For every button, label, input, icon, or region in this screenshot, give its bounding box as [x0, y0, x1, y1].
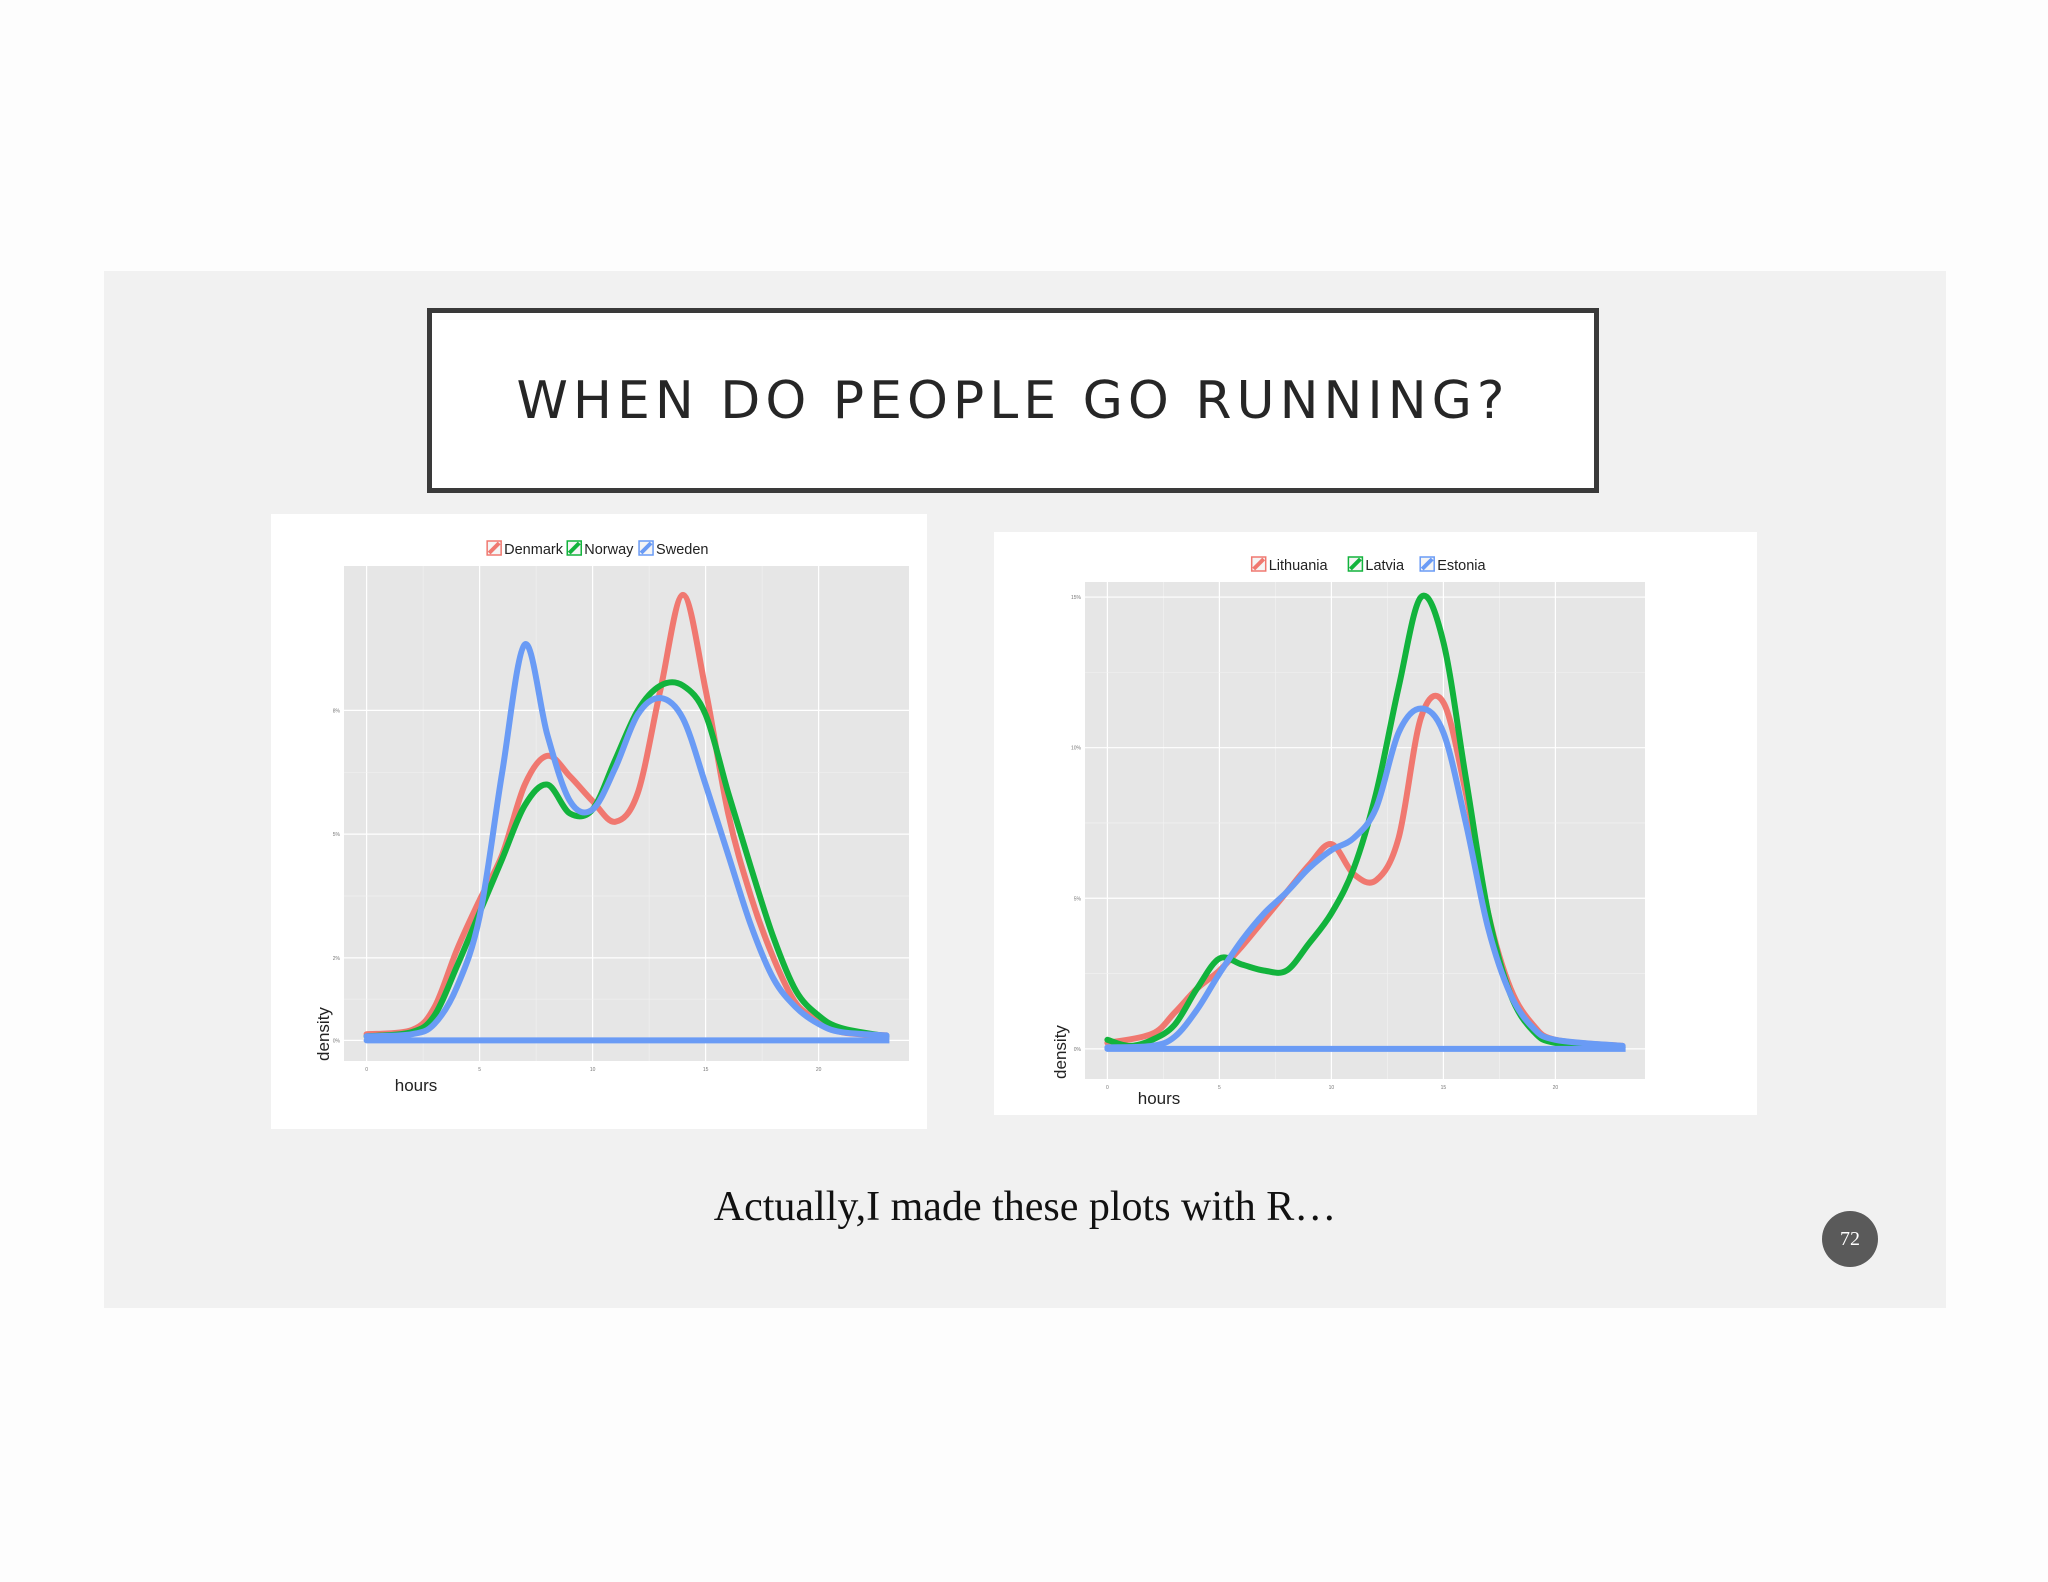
density-baseline [1104, 1042, 1626, 1052]
x-tick-label: 10 [1329, 1085, 1335, 1091]
legend-label-latvia: Latvia [1365, 558, 1405, 574]
density-line-sweden [363, 641, 890, 1040]
legend-label-lithuania: Lithuania [1269, 558, 1329, 574]
x-tick-label: 20 [816, 1067, 822, 1073]
legend-label-denmark: Denmark [504, 542, 564, 558]
x-tick-label: 15 [703, 1067, 709, 1073]
title-box: WHEN DO PEOPLE GO RUNNING? [427, 308, 1599, 493]
legend-key-stroke [639, 541, 653, 555]
legend-label-estonia: Estonia [1437, 558, 1486, 574]
density-line-denmark [363, 591, 890, 1039]
density-chart-nordic: 0 5 10 15 20 0% 2% 5% 8% Denmark Norway Sweden hours… [314, 540, 909, 1095]
y-tick-label: 5% [1074, 896, 1082, 902]
y-tick-label: 8% [333, 708, 341, 714]
legend-key-stroke [567, 541, 581, 555]
chart-panel-nordic: 0 5 10 15 20 0% 2% 5% 8% Denmark Norway Sweden hours… [271, 514, 927, 1129]
y-tick-label: 0% [1074, 1047, 1082, 1053]
y-tick-label: 5% [333, 832, 341, 838]
x-axis-label: hours [1138, 1089, 1181, 1108]
density-baseline [363, 1032, 890, 1044]
y-tick-label: 15% [1071, 595, 1082, 601]
y-tick-label: 10% [1071, 746, 1082, 752]
y-axis-label: density [1051, 1025, 1070, 1079]
x-tick-label: 5 [478, 1067, 481, 1073]
slide-title: WHEN DO PEOPLE GO RUNNING? [516, 370, 1510, 431]
x-tick-label: 15 [1441, 1085, 1447, 1091]
legend-key-stroke [1420, 557, 1434, 571]
x-tick-label: 5 [1218, 1085, 1221, 1091]
density-line-estonia [1104, 705, 1626, 1051]
slide: WHEN DO PEOPLE GO RUNNING? 0 5 10 15 20 0% 2% 5… [104, 271, 1946, 1308]
x-tick-label: 20 [1553, 1085, 1559, 1091]
x-tick-label: 10 [590, 1067, 596, 1073]
page-number-badge: 72 [1822, 1211, 1878, 1267]
x-tick-label: 0 [365, 1067, 368, 1073]
y-tick-label: 0% [333, 1038, 341, 1044]
chart-panel-baltic: 0 5 10 15 20 0% 5% 10% 15% Lithuania Latvia Estonia… [994, 532, 1757, 1115]
y-tick-label: 2% [333, 956, 341, 962]
legend-key-stroke [1252, 557, 1266, 571]
legend-label-sweden: Sweden [656, 542, 708, 558]
density-chart-baltic: 0 5 10 15 20 0% 5% 10% 15% Lithuania Latvia Estonia… [1051, 556, 1645, 1108]
legend-key-stroke [487, 541, 501, 555]
legend-key-stroke [1348, 557, 1362, 571]
x-axis-label: hours [395, 1076, 438, 1095]
slide-caption: Actually,I made these plots with R… [713, 1184, 1337, 1230]
legend-label-norway: Norway [584, 542, 634, 558]
y-axis-label: density [314, 1007, 333, 1061]
x-tick-label: 0 [1106, 1085, 1109, 1091]
